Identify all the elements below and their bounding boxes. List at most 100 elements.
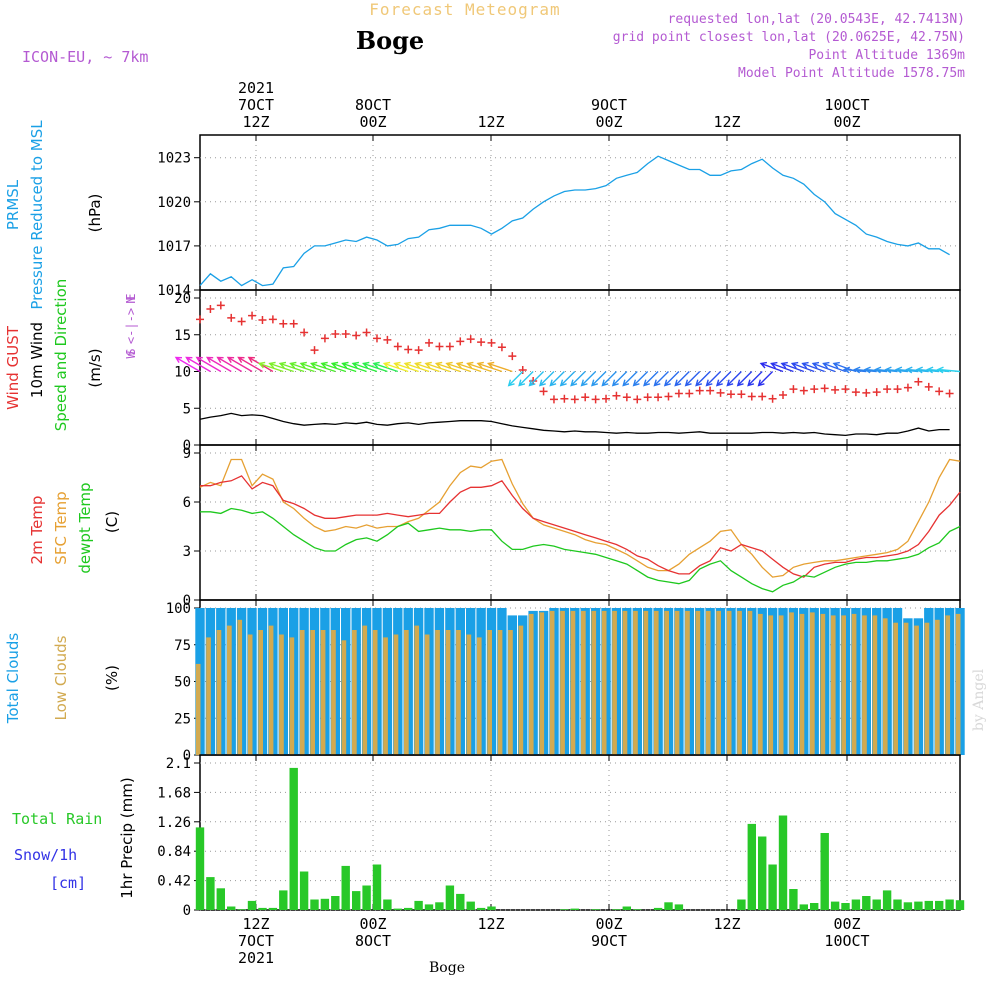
compass-north: N <box>124 296 138 303</box>
gust-marker <box>268 315 277 324</box>
pressure-axis-unit: (hPa) <box>86 194 104 233</box>
gust-marker <box>508 352 517 361</box>
rain-bar <box>279 890 288 910</box>
time-label-bottom: 2021 <box>238 949 274 967</box>
wind-direction-arrow <box>559 371 576 387</box>
wind-direction-arrow <box>330 361 357 373</box>
gust-marker <box>404 345 413 354</box>
gust-marker <box>570 395 579 404</box>
low-clouds-bar <box>372 630 378 755</box>
wind-direction-arrow <box>486 361 513 373</box>
rain-bar <box>362 885 371 910</box>
low-clouds-bar <box>664 610 669 755</box>
clouds-axis-unit: (%) <box>103 665 121 691</box>
rain-bar <box>237 909 246 910</box>
gust-marker <box>872 388 881 397</box>
low-clouds-bar <box>331 630 336 755</box>
y-tick-label: 0 <box>183 438 191 454</box>
gust-marker <box>643 393 652 402</box>
time-label-bottom: 12Z <box>713 915 740 933</box>
y-tick-label: 0.42 <box>157 874 191 890</box>
wind-direction-arrow <box>424 361 451 373</box>
rain-bar <box>435 902 444 910</box>
rain-bar <box>476 907 486 910</box>
gust-marker <box>466 335 475 344</box>
time-label-top: 8OCT <box>355 96 391 114</box>
low-clouds-bar <box>705 610 711 755</box>
low-clouds-bar <box>737 610 742 755</box>
wind-direction-arrow <box>538 371 555 387</box>
low-clouds-bar <box>799 613 805 755</box>
gust-marker <box>612 391 621 400</box>
y-tick-label: 6 <box>183 495 191 511</box>
rain-bar <box>383 899 392 910</box>
rain-bar <box>935 900 944 910</box>
wind-direction-arrow <box>632 371 649 387</box>
rain-bar <box>341 865 350 910</box>
low-clouds-bar <box>216 630 222 755</box>
time-label-top: 7OCT <box>238 96 274 114</box>
requested-coords: requested lon,lat (20.0543E, 42.7413N) <box>668 12 965 27</box>
low-clouds-bar <box>924 622 930 755</box>
gust-marker <box>539 387 548 396</box>
gust-marker <box>602 394 611 403</box>
wind-direction-arrow <box>822 361 846 373</box>
precip-axis-unit: 1hr Precip (mm) <box>118 777 136 898</box>
wind-direction-arrow <box>174 356 201 373</box>
rain-bar <box>758 836 767 910</box>
gust-marker <box>810 385 819 394</box>
low-clouds-bar <box>851 613 857 755</box>
rain-bar <box>778 815 788 910</box>
rain-bar <box>893 899 902 910</box>
rain-bar <box>299 871 309 910</box>
rain-bar <box>841 903 850 910</box>
wind-direction-arrow <box>611 371 628 387</box>
low-clouds-bar <box>518 625 524 755</box>
supertitle: Forecast Meteogram <box>369 0 560 19</box>
wind-direction-arrow <box>757 371 774 387</box>
low-clouds-bar <box>497 630 503 755</box>
rain-bar <box>310 899 319 910</box>
wind-direction-arrow <box>601 371 617 387</box>
wind-direction-arrow <box>936 366 961 374</box>
wind-direction-arrow <box>674 371 690 387</box>
wind-direction-arrow <box>205 356 232 373</box>
low-clouds-bar <box>237 619 243 755</box>
y-tick-label: 50 <box>174 675 191 691</box>
low-clouds-bar <box>279 634 284 755</box>
wind-direction-arrow <box>434 361 461 373</box>
wind-direction-arrow <box>414 361 440 373</box>
wind-direction-arrow <box>705 371 722 387</box>
temp-axis-unit: (C) <box>103 511 121 533</box>
gust-marker <box>248 311 257 320</box>
wind-direction-arrow <box>591 371 607 387</box>
rain-bar <box>768 864 777 910</box>
low-clouds-bar <box>560 610 565 755</box>
wind-direction-arrow <box>790 361 815 373</box>
time-label-bottom: 00Z <box>833 915 860 933</box>
low-clouds-bar <box>341 640 347 755</box>
gust-marker <box>372 334 381 343</box>
y-tick-label: 1020 <box>157 195 191 211</box>
low-clouds-bar <box>549 610 555 755</box>
temp-2m-label: 2m Temp <box>28 496 46 565</box>
gust-marker <box>393 342 402 351</box>
gust-marker <box>935 387 944 396</box>
gust-marker <box>518 366 527 375</box>
low-clouds-bar <box>404 630 409 755</box>
point-altitude: Point Altitude 1369m <box>808 48 965 63</box>
panel-frame <box>199 134 961 291</box>
time-label-top: 12Z <box>242 113 269 131</box>
wind-direction-arrow <box>518 371 534 387</box>
rain-bar <box>456 893 465 910</box>
gust-marker <box>851 388 860 397</box>
time-label-top: 00Z <box>595 113 622 131</box>
gust-marker <box>685 389 694 398</box>
gust-marker <box>716 388 725 397</box>
rain-bar <box>570 908 579 910</box>
gust-marker <box>320 334 329 343</box>
wind-direction-arrow <box>341 361 367 373</box>
rain-bar <box>903 902 913 910</box>
low-clouds-bar <box>810 612 815 755</box>
gust-marker <box>841 385 850 394</box>
